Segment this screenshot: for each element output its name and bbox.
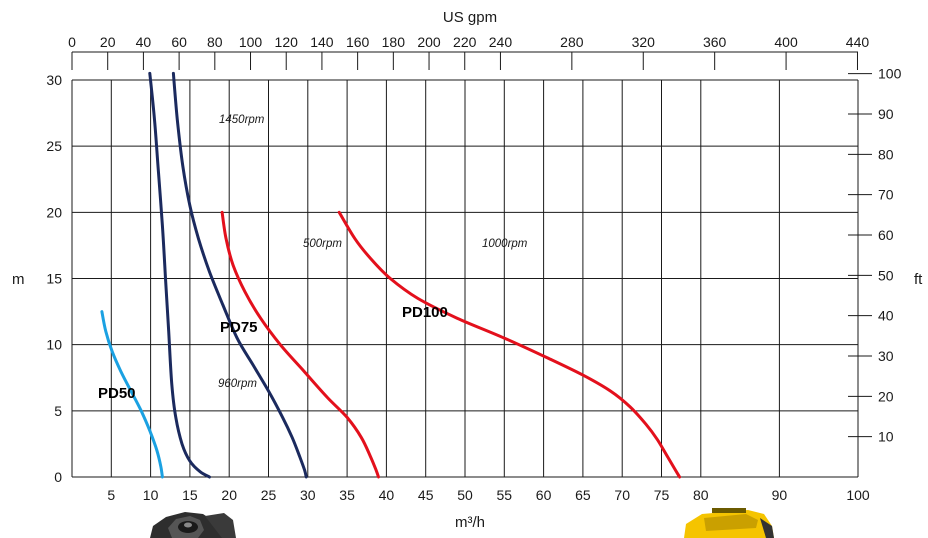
curve-960rpm xyxy=(148,71,211,479)
y-tick-label: 10 xyxy=(46,337,62,353)
bottom-axis: 5 10 15 20 25 30 35 40 45 50 55 60 65 70 75 80 90 100 xyxy=(107,487,869,503)
top-tick-label: 220 xyxy=(453,34,477,50)
left-axis: 0 5 10 15 20 25 30 xyxy=(46,72,62,485)
x-tick-label: 50 xyxy=(457,487,473,503)
top-tick-label: 80 xyxy=(207,34,223,50)
top-tick-label: 240 xyxy=(489,34,513,50)
ft-tick-label: 20 xyxy=(878,388,894,404)
x-tick-label: 5 xyxy=(107,487,115,503)
x-tick-label: 80 xyxy=(693,487,709,503)
rpm-label-1000: 1000rpm xyxy=(482,238,528,250)
top-tick-label: 0 xyxy=(68,34,76,50)
curves xyxy=(100,71,682,479)
x-tick-label: 15 xyxy=(182,487,198,503)
top-tick-label: 440 xyxy=(846,34,870,50)
curve-pd50 xyxy=(100,310,164,479)
rpm-label-1450: 1450rpm xyxy=(219,114,265,126)
top-tick-label: 360 xyxy=(703,34,727,50)
rpm-label-500: 500rpm xyxy=(303,238,342,250)
x-tick-label: 90 xyxy=(772,487,788,503)
bottom-axis-label: m³/h xyxy=(455,514,485,531)
left-axis-label: m xyxy=(12,271,25,288)
x-tick-label: 60 xyxy=(536,487,552,503)
top-tick-label: 400 xyxy=(774,34,798,50)
top-tick-label: 160 xyxy=(346,34,370,50)
x-tick-label: 30 xyxy=(300,487,316,503)
y-tick-label: 0 xyxy=(54,469,62,485)
pd50-label: PD50 xyxy=(98,385,136,402)
ft-tick-label: 40 xyxy=(878,308,894,324)
rpm-label-960: 960rpm xyxy=(218,378,257,390)
x-tick-label: 100 xyxy=(846,487,870,503)
ft-tick-label: 10 xyxy=(878,429,894,445)
y-tick-label: 5 xyxy=(54,403,62,419)
top-tick-label: 100 xyxy=(239,34,263,50)
grid xyxy=(71,79,859,478)
x-tick-label: 70 xyxy=(614,487,630,503)
ft-tick-label: 80 xyxy=(878,146,894,162)
ft-tick-label: 90 xyxy=(878,106,894,122)
pd100-pump-image xyxy=(684,508,774,538)
curve-500rpm xyxy=(220,210,380,479)
ft-tick-label: 30 xyxy=(878,348,894,364)
x-tick-label: 75 xyxy=(654,487,670,503)
top-tick-label: 140 xyxy=(310,34,334,50)
ft-tick-label: 50 xyxy=(878,267,894,283)
pd75-label: PD75 xyxy=(220,319,258,336)
y-tick-label: 30 xyxy=(46,72,62,88)
x-tick-label: 45 xyxy=(418,487,434,503)
pd75-pump-image xyxy=(150,512,236,538)
ft-tick-label: 100 xyxy=(878,66,902,82)
x-tick-label: 65 xyxy=(575,487,591,503)
x-tick-label: 40 xyxy=(379,487,395,503)
x-tick-label: 20 xyxy=(221,487,237,503)
pd100-label: PD100 xyxy=(402,304,448,321)
top-tick-label: 20 xyxy=(100,34,116,50)
x-tick-label: 25 xyxy=(261,487,277,503)
y-tick-label: 20 xyxy=(46,204,62,220)
top-tick-label: 320 xyxy=(632,34,656,50)
right-axis: 10 20 30 40 50 60 70 80 90 100 xyxy=(848,66,902,445)
top-tick-label: 60 xyxy=(171,34,187,50)
right-axis-label: ft xyxy=(914,271,923,288)
curve-1000rpm xyxy=(337,210,682,479)
curve-1450rpm xyxy=(171,71,308,479)
x-tick-label: 35 xyxy=(339,487,355,503)
x-tick-label: 55 xyxy=(497,487,513,503)
x-tick-label: 10 xyxy=(143,487,159,503)
top-axis: 0 20 40 60 80 100 120 140 160 180 200 220 240 280 320 3… xyxy=(68,34,869,70)
top-tick-label: 40 xyxy=(136,34,152,50)
top-tick-label: 180 xyxy=(382,34,406,50)
y-tick-label: 25 xyxy=(46,138,62,154)
top-tick-label: 200 xyxy=(417,34,441,50)
top-tick-label: 280 xyxy=(560,34,584,50)
top-axis-label: US gpm xyxy=(443,9,497,26)
ft-tick-label: 70 xyxy=(878,187,894,203)
ft-tick-label: 60 xyxy=(878,227,894,243)
top-tick-label: 120 xyxy=(275,34,299,50)
y-tick-label: 15 xyxy=(46,271,62,287)
